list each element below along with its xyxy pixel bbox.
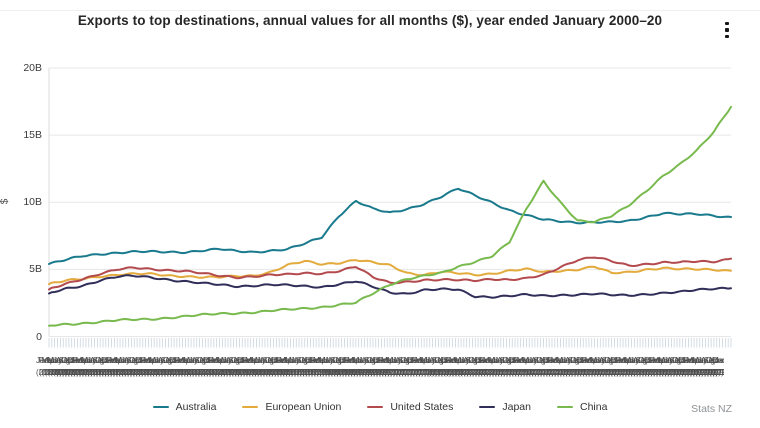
- y-tick-label-20B: 20B: [23, 62, 42, 74]
- legend-swatch: [152, 405, 169, 409]
- chart-legend: Australia European Union United States Japa…: [0, 401, 760, 413]
- legend-item-china[interactable]: China: [556, 401, 608, 413]
- top-divider: [0, 10, 760, 11]
- x-tick-year: (2020): [714, 368, 724, 377]
- legend-item-united-states[interactable]: United States: [367, 401, 453, 413]
- chart-title: Exports to top destinations, annual valu…: [77, 13, 663, 28]
- series-line-japan[interactable]: [48, 274, 732, 299]
- kebab-dot: [725, 28, 729, 32]
- legend-label: European Union: [265, 401, 342, 413]
- y-tick-label-15B: 15B: [23, 129, 42, 142]
- legend-swatch: [479, 405, 496, 409]
- series-line-australia[interactable]: [48, 187, 732, 265]
- x-axis-year-labels: (2000)(2000)(2000)(2000)(2000)(2000)(200…: [36, 368, 724, 378]
- series-line-china[interactable]: [48, 105, 732, 327]
- legend-swatch: [556, 405, 573, 409]
- legend-label: Japan: [502, 401, 531, 413]
- y-tick-label-5B: 5B: [29, 263, 42, 276]
- series-line-european-union[interactable]: [48, 259, 732, 286]
- y-tick-label-0: 0: [36, 330, 42, 343]
- legend-item-australia[interactable]: Australia: [152, 401, 217, 413]
- series-line-united-states[interactable]: [48, 256, 732, 291]
- y-tick-label-10B: 10B: [23, 196, 42, 209]
- legend-item-japan[interactable]: Japan: [479, 401, 531, 413]
- x-axis-tick-band: [48, 338, 732, 348]
- legend-item-european-union[interactable]: European Union: [242, 401, 341, 413]
- legend-label: China: [579, 401, 608, 413]
- kebab-dot: [725, 21, 729, 26]
- legend-swatch: [242, 405, 259, 409]
- kebab-menu-button[interactable]: [721, 18, 733, 42]
- x-axis-month-labels: JanFebMarAprMayJunJulAugSepOctNovDecJanF…: [36, 356, 724, 367]
- legend-label: Australia: [175, 401, 217, 413]
- kebab-dot: [725, 34, 729, 39]
- legend-swatch: [367, 405, 384, 409]
- source-attribution: Stats NZ: [691, 403, 732, 415]
- legend-label: United States: [390, 401, 454, 413]
- x-tick-month: Jan: [714, 356, 724, 365]
